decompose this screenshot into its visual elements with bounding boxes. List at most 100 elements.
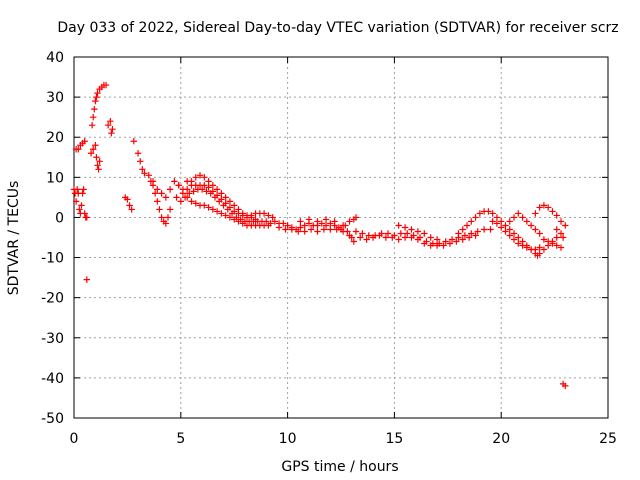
data-point: [231, 208, 238, 215]
data-point: [515, 234, 522, 241]
data-point: [448, 236, 456, 243]
data-point: [162, 220, 170, 227]
data-point: [536, 230, 543, 237]
data-point: [297, 224, 304, 231]
data-point: [401, 224, 409, 231]
data-point: [536, 250, 543, 257]
y-tick-label: 0: [55, 210, 64, 226]
data-point: [553, 242, 560, 249]
data-point: [252, 216, 259, 223]
data-point: [166, 186, 174, 193]
data-point: [137, 158, 144, 165]
data-point: [209, 188, 217, 195]
data-point: [502, 222, 509, 229]
data-point: [476, 210, 484, 217]
axis-ticks: [73, 56, 609, 419]
data-point: [352, 228, 360, 235]
data-point: [192, 174, 199, 181]
data-point: [92, 97, 99, 105]
data-point: [459, 226, 466, 233]
data-point: [480, 226, 488, 233]
data-point: [442, 238, 449, 245]
data-point: [363, 236, 370, 243]
data-point: [295, 228, 302, 235]
data-point: [222, 212, 229, 219]
data-point: [166, 206, 174, 213]
data-point: [188, 198, 195, 205]
data-point: [239, 220, 246, 227]
data-point: [401, 234, 409, 241]
data-point: [226, 198, 234, 205]
data-point: [222, 194, 229, 201]
data-point: [440, 242, 447, 249]
x-axis-label: GPS time / hours: [281, 459, 398, 475]
data-point: [465, 234, 473, 241]
data-point: [314, 228, 321, 235]
data-point: [226, 204, 234, 211]
data-point: [81, 138, 88, 145]
data-point: [222, 200, 229, 207]
data-point: [397, 230, 405, 237]
data-point: [489, 218, 496, 225]
data-point: [487, 226, 494, 233]
data-point: [260, 210, 268, 217]
data-point: [414, 236, 422, 243]
data-point: [532, 210, 539, 217]
data-point: [421, 240, 428, 247]
data-point: [184, 178, 191, 185]
data-point: [318, 220, 325, 227]
data-point: [515, 240, 522, 247]
data-point: [91, 105, 98, 113]
data-point: [149, 178, 157, 185]
data-point: [459, 236, 466, 243]
data-point: [151, 190, 159, 197]
data-point: [498, 224, 505, 231]
data-point: [327, 226, 334, 233]
data-point: [162, 194, 170, 201]
x-tick-label: 20: [492, 431, 510, 447]
data-point: [395, 236, 402, 243]
data-point: [557, 230, 565, 237]
data-point: [282, 226, 289, 233]
data-point: [382, 234, 390, 241]
data-point: [307, 226, 315, 233]
data-point: [213, 208, 221, 215]
data-point: [205, 184, 212, 191]
data-point: [205, 204, 212, 211]
data-point: [559, 234, 567, 241]
data-point: [90, 113, 97, 121]
data-point: [562, 222, 569, 229]
data-point: [301, 222, 308, 229]
data-point: [139, 166, 146, 173]
y-tick-label: -20: [41, 291, 64, 307]
data-point: [78, 202, 85, 209]
data-point: [186, 190, 193, 197]
data-point: [76, 206, 83, 213]
data-point: [557, 218, 565, 225]
data-point: [305, 216, 313, 223]
data-point: [297, 218, 304, 225]
data-point: [226, 214, 234, 221]
data-point: [562, 382, 569, 390]
data-point: [72, 198, 80, 205]
data-point: [433, 242, 441, 249]
data-point: [455, 230, 462, 237]
data-point: [201, 174, 208, 181]
data-point: [553, 234, 560, 241]
y-tick-label: -30: [41, 331, 64, 347]
data-point: [109, 126, 116, 133]
data-point: [506, 232, 513, 239]
data-point: [156, 206, 163, 213]
data-point: [532, 246, 539, 253]
data-point: [433, 236, 441, 243]
data-point: [519, 214, 526, 221]
data-point: [284, 222, 291, 229]
data-point: [532, 226, 539, 233]
data-point: [265, 212, 272, 219]
data-point: [331, 218, 338, 225]
data-point: [493, 214, 501, 221]
data-point: [493, 220, 501, 227]
data-point: [553, 226, 560, 233]
data-point: [205, 178, 212, 185]
data-point: [179, 186, 187, 193]
